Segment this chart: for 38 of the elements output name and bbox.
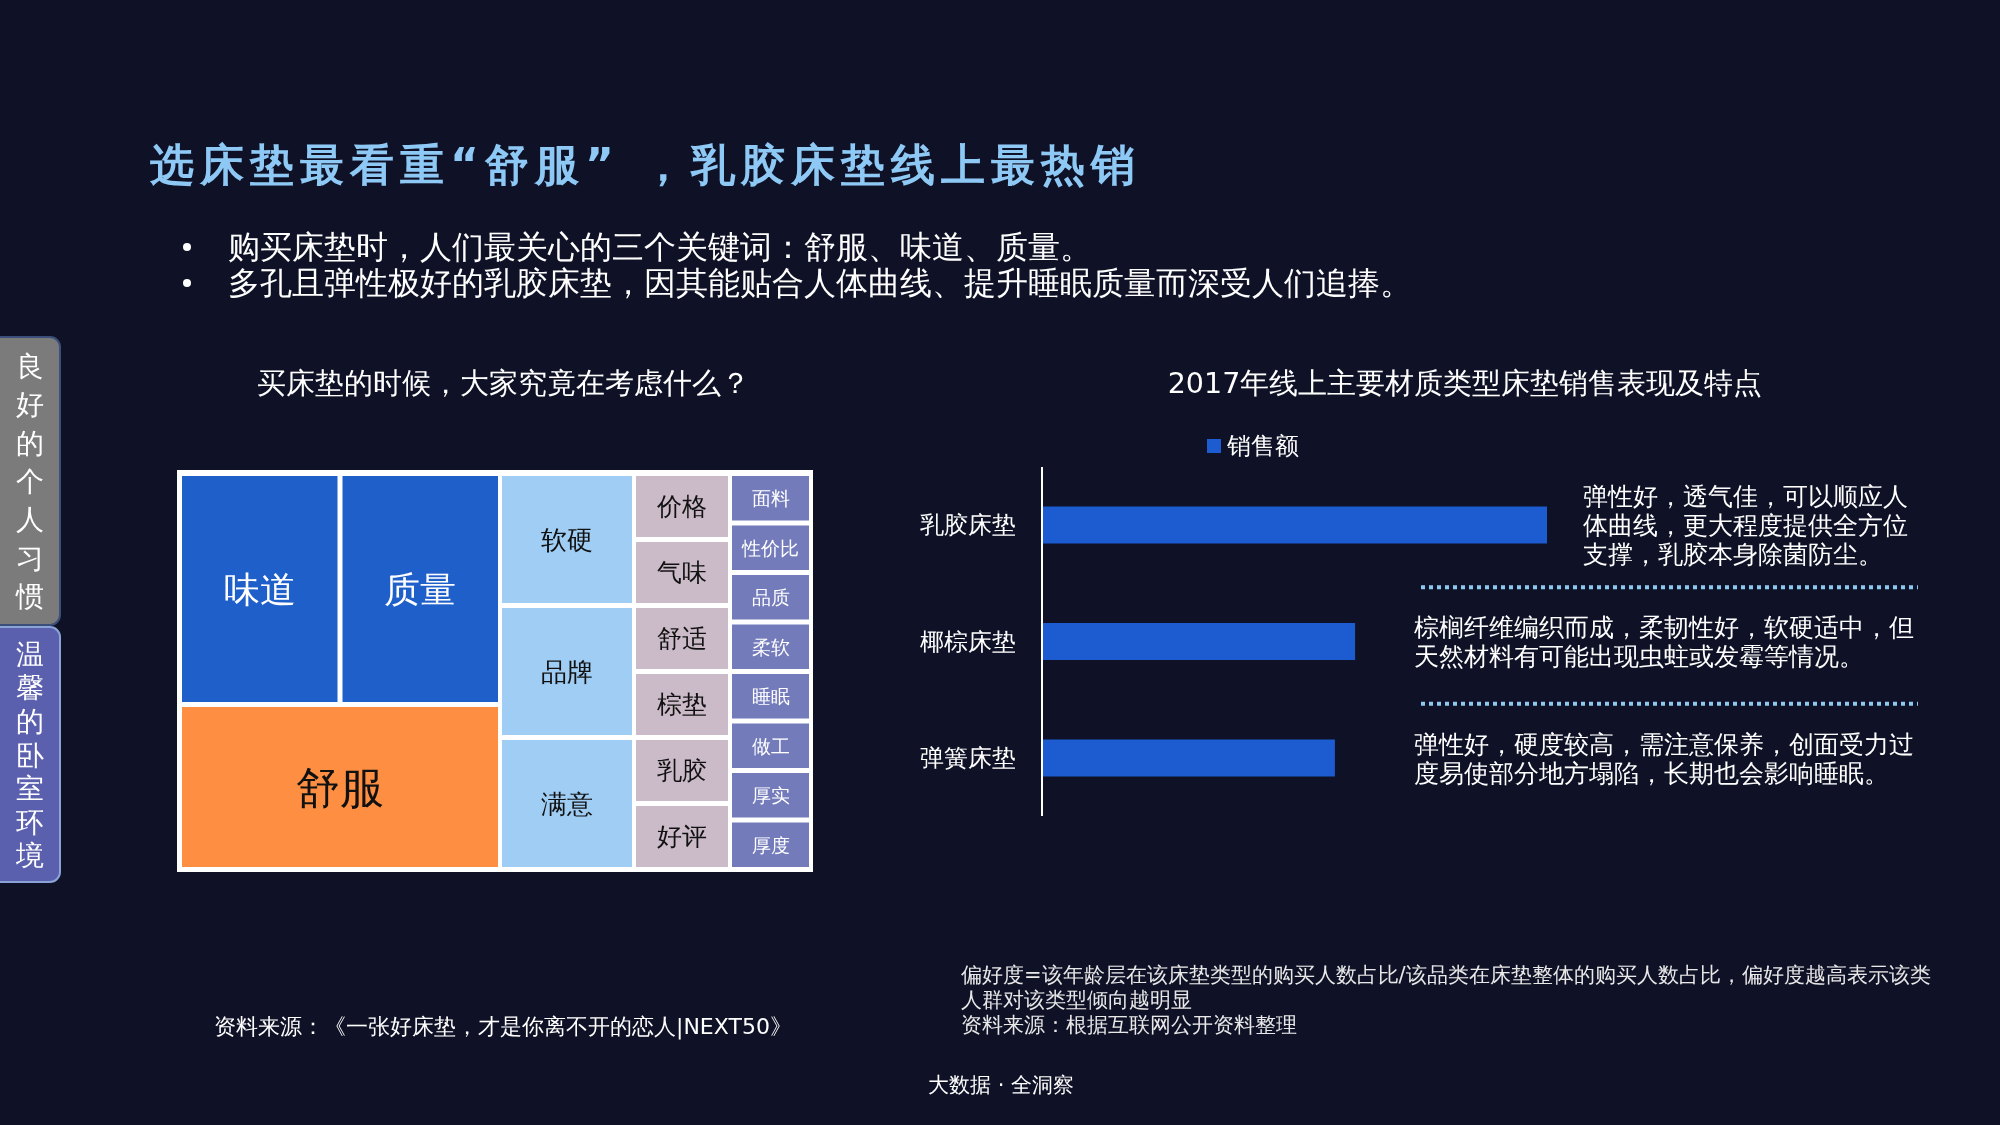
category-label: 味道 bbox=[223, 568, 296, 610]
category-label: 柔软 bbox=[751, 635, 790, 658]
chart-title: 2017年线上主要材质类型床垫销售表现及特点 bbox=[1167, 366, 1763, 400]
text: 买床垫的时候，大家究竟在考虑什么？ bbox=[257, 366, 750, 400]
category-label: 乳胶 bbox=[657, 756, 707, 785]
category-label: 品牌 bbox=[541, 656, 593, 687]
category-label: 气味 bbox=[657, 558, 707, 587]
text: 选床垫最看重“舒服” ，乳胶床垫线上最热销 bbox=[149, 138, 1142, 190]
category-label: 睡眠 bbox=[751, 685, 790, 708]
category-label: 满意 bbox=[541, 788, 593, 819]
category-label: 舒服 bbox=[296, 761, 384, 813]
y-tick-label: 弹簧床垫 bbox=[920, 744, 1016, 772]
text: 购买床垫时，人们最关心的三个关键词：舒服、味道、质量。 bbox=[228, 228, 1092, 266]
y-tick-label: 乳胶床垫 bbox=[920, 511, 1016, 539]
text: 良好的个人习惯 bbox=[15, 350, 44, 613]
annotation: 弹性好，硬度较高，需注意保养，创面受力过度易使部分地方塌陷，长期也会影响睡眠。 bbox=[1414, 729, 1914, 788]
category-label: 面料 bbox=[751, 487, 790, 510]
text: 偏好度=该年龄层在该床垫类型的购买人数占比/该品类在床垫整体的购买人数占比，偏好度越高表示该类人群对该类型倾向越明显 bbox=[961, 962, 1931, 1012]
text: 资料来源：《一张好床垫，才是你离不开的恋人|NEXT50》 bbox=[214, 1013, 792, 1040]
text: 温馨的卧室环境 bbox=[15, 637, 44, 873]
category-label: 质量 bbox=[384, 568, 457, 610]
text: 多孔且弹性极好的乳胶床垫，因其能贴合人体曲线、提升睡眠质量而深受人们追捧。 bbox=[228, 264, 1412, 302]
category-label: 舒适 bbox=[657, 624, 707, 653]
annotation: 棕榈纤维编织而成，柔韧性好，软硬适中，但天然材料有可能出现虫蛀或发霉等情况。 bbox=[1414, 613, 1914, 671]
category-label: 厚度 bbox=[751, 833, 790, 856]
text: 资料来源：根据互联网公开资料整理 bbox=[961, 1012, 1297, 1037]
category-label: 厚实 bbox=[751, 784, 790, 807]
category-label: 品质 bbox=[751, 586, 790, 609]
category-label: 棕垫 bbox=[657, 690, 707, 719]
category-label: 做工 bbox=[751, 734, 790, 757]
y-tick-label: 椰棕床垫 bbox=[920, 627, 1016, 656]
category-label: 软硬 bbox=[541, 524, 593, 555]
text: 大数据 · 全洞察 bbox=[927, 1073, 1075, 1097]
category-label: 性价比 bbox=[741, 536, 799, 559]
category-label: 价格 bbox=[656, 492, 707, 521]
text: 弹性好，透气佳，可以顺应人体曲线，更大程度提供全方位支撑，乳胶本身除菌防尘。 bbox=[1583, 482, 1908, 569]
legend-label: 销售额 bbox=[1226, 432, 1299, 460]
category-label: 好评 bbox=[657, 822, 707, 851]
